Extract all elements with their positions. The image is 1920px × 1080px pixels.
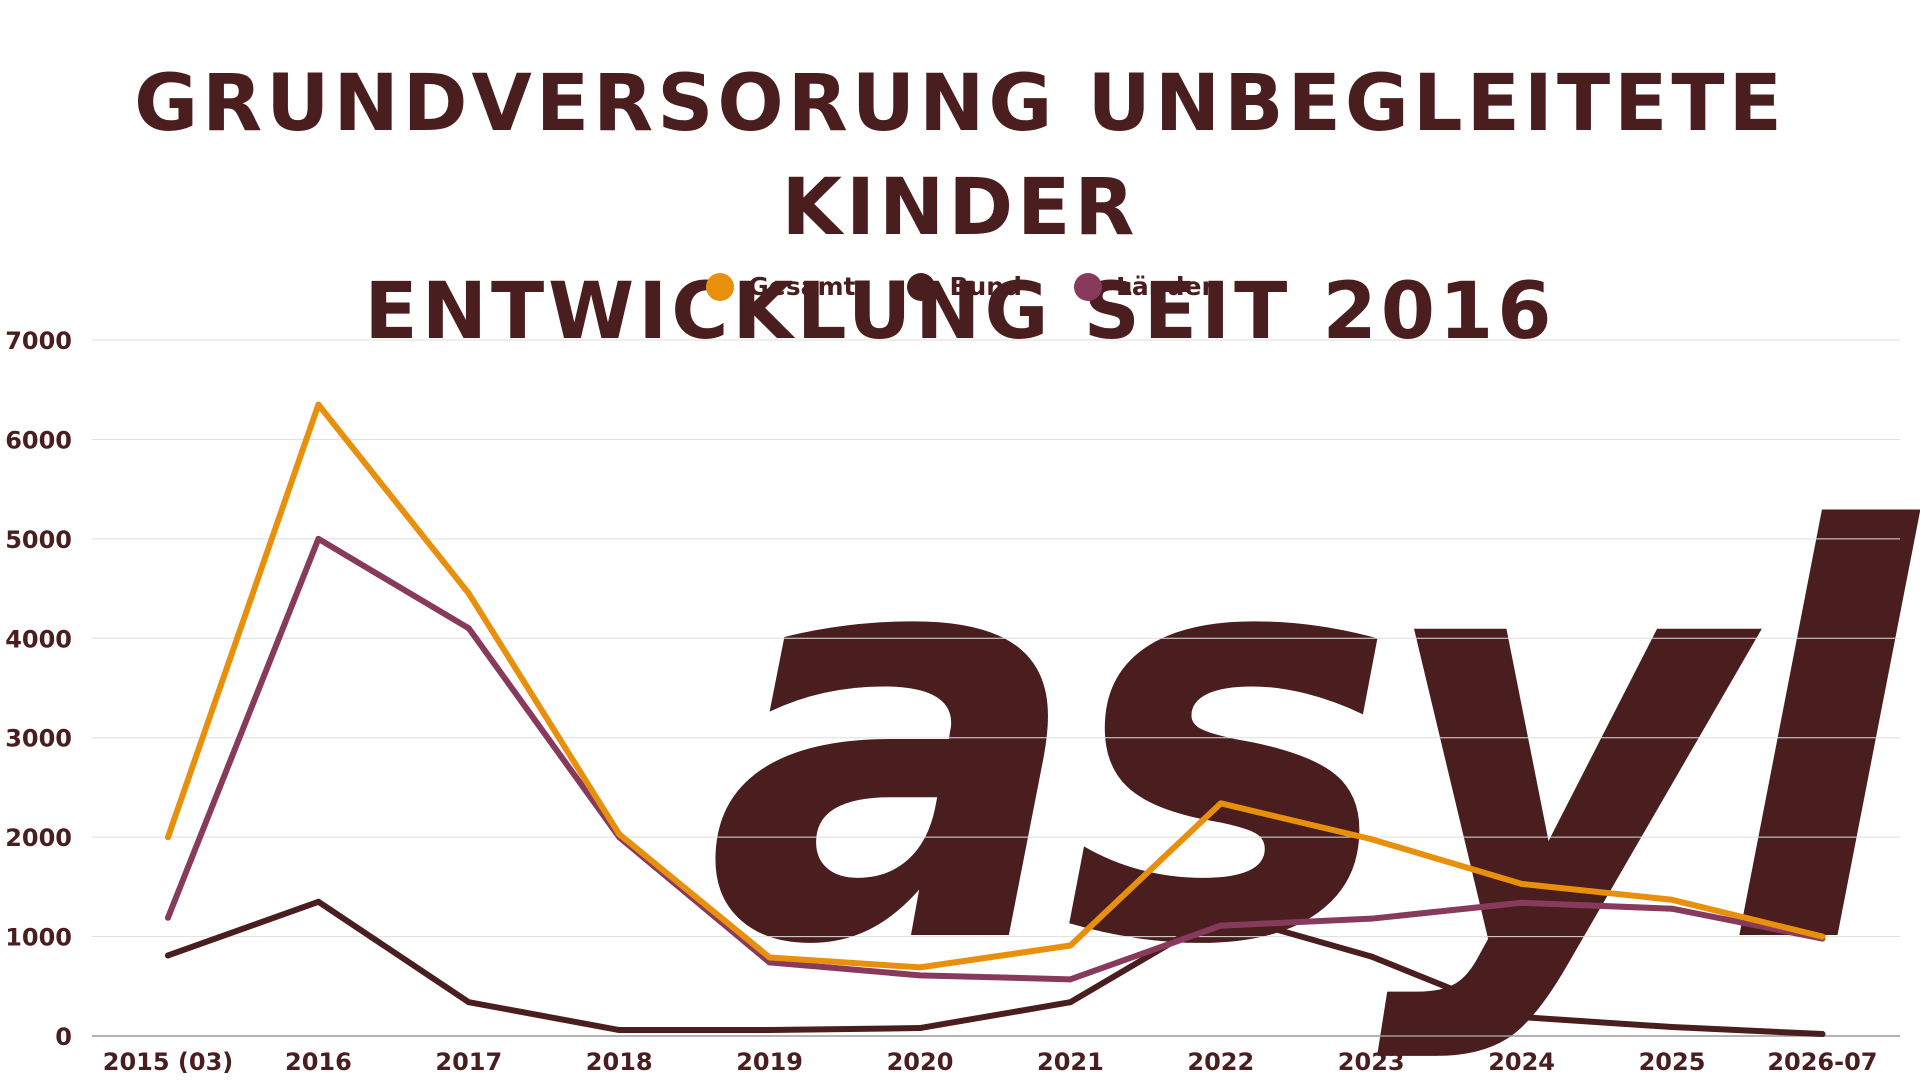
data-point-länder-6 xyxy=(1067,976,1074,983)
legend-dot-icon xyxy=(907,272,936,301)
data-point-bund-1 xyxy=(315,898,322,905)
legend-label: Bund xyxy=(949,272,1022,301)
data-point-gesamt-4 xyxy=(766,954,773,961)
watermark-text: asyl xyxy=(706,416,1920,1068)
y-tick-label: 3000 xyxy=(5,725,72,753)
data-point-länder-4 xyxy=(766,959,773,966)
data-point-bund-7 xyxy=(1217,910,1224,917)
data-point-bund-4 xyxy=(766,1027,773,1034)
data-point-gesamt-9 xyxy=(1518,880,1525,887)
data-point-gesamt-10 xyxy=(1669,896,1675,903)
data-point-länder-0 xyxy=(165,914,171,921)
x-tick-label: 2025 xyxy=(1639,1048,1706,1076)
y-tick-label: 1000 xyxy=(5,924,72,952)
data-point-bund-5 xyxy=(917,1025,923,1032)
legend-dot-icon xyxy=(706,272,735,301)
data-point-länder-10 xyxy=(1669,905,1675,912)
series-line-länder xyxy=(165,535,1826,983)
legend-item-länder[interactable]: Länder xyxy=(1074,272,1214,301)
data-point-länder-7 xyxy=(1217,922,1224,929)
y-tick-label: 6000 xyxy=(5,426,72,454)
data-point-bund-9 xyxy=(1518,1014,1525,1021)
data-point-bund-0 xyxy=(165,952,171,959)
legend-item-bund[interactable]: Bund xyxy=(907,272,1022,301)
series-line-gesamt xyxy=(165,401,1826,971)
legend: Gesamt Bund Länder xyxy=(0,272,1920,301)
data-point-länder-2 xyxy=(465,625,472,632)
x-tick-label: 2018 xyxy=(586,1048,653,1076)
data-point-länder-8 xyxy=(1368,915,1375,922)
x-tick-label: 2023 xyxy=(1338,1048,1405,1076)
y-tick-label: 7000 xyxy=(5,327,72,355)
x-tick-label: 2016 xyxy=(285,1048,352,1076)
data-point-gesamt-11 xyxy=(1819,933,1826,940)
data-point-bund-2 xyxy=(465,999,472,1006)
data-point-bund-11 xyxy=(1819,1031,1826,1038)
data-point-gesamt-3 xyxy=(616,831,623,838)
y-tick-label: 5000 xyxy=(5,526,72,554)
chart-title: GRUNDVERSORUNG UNBEGLEITETE KINDER ENTWI… xyxy=(0,52,1920,364)
x-tick-label: 2019 xyxy=(736,1048,803,1076)
y-tick-label: 2000 xyxy=(5,824,72,852)
data-point-gesamt-2 xyxy=(465,590,472,597)
data-point-gesamt-0 xyxy=(165,834,171,841)
y-tick-label: 0 xyxy=(55,1023,72,1051)
x-tick-label: 2026-07 xyxy=(1767,1048,1877,1076)
data-point-bund-6 xyxy=(1067,999,1074,1006)
y-tick-label: 4000 xyxy=(5,625,72,653)
data-point-gesamt-7 xyxy=(1217,800,1224,807)
data-point-länder-1 xyxy=(315,535,322,542)
x-tick-label: 2017 xyxy=(435,1048,502,1076)
data-point-länder-5 xyxy=(917,972,923,979)
title-line-2: ENTWICKLUNG SEIT 2016 xyxy=(364,267,1556,357)
x-tick-label: 2020 xyxy=(887,1048,954,1076)
legend-label: Länder xyxy=(1116,272,1214,301)
data-point-bund-10 xyxy=(1669,1024,1675,1031)
x-tick-label: 2021 xyxy=(1037,1048,1104,1076)
data-point-bund-8 xyxy=(1368,953,1375,960)
data-point-länder-9 xyxy=(1518,899,1525,906)
data-point-gesamt-1 xyxy=(315,401,322,408)
data-point-bund-3 xyxy=(616,1027,623,1034)
legend-item-gesamt[interactable]: Gesamt xyxy=(706,272,855,301)
title-line-1: GRUNDVERSORUNG UNBEGLEITETE KINDER xyxy=(134,59,1786,253)
x-tick-label: 2022 xyxy=(1187,1048,1254,1076)
data-point-gesamt-6 xyxy=(1067,942,1074,949)
legend-dot-icon xyxy=(1074,272,1102,301)
series-line-bund xyxy=(165,898,1826,1038)
x-tick-label: 2024 xyxy=(1488,1048,1555,1076)
data-point-gesamt-8 xyxy=(1368,836,1375,843)
x-tick-label: 2015 (03) xyxy=(103,1048,234,1076)
data-point-gesamt-5 xyxy=(917,964,923,971)
legend-label: Gesamt xyxy=(748,272,856,301)
